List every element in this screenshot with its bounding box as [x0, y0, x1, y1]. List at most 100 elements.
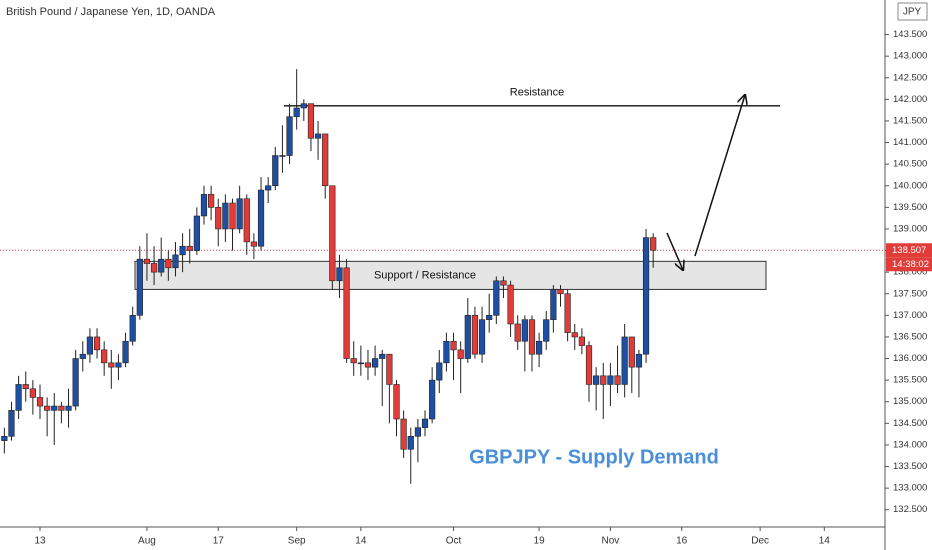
- candle-body: [521, 319, 528, 342]
- currency-box: [897, 2, 928, 21]
- y-tick-label: 134.000: [893, 439, 927, 450]
- arrow-up: [694, 95, 745, 257]
- candle-body: [500, 280, 507, 286]
- candle-body: [243, 198, 250, 243]
- candle-body: [22, 384, 29, 390]
- headline: GBPJPY - Supply Demand: [469, 446, 719, 468]
- candle-body: [179, 245, 186, 256]
- candle-body: [36, 397, 44, 407]
- candle-body: [8, 410, 15, 437]
- y-tick-label: 141.500: [893, 115, 927, 126]
- candle-body: [322, 133, 329, 187]
- candle-body: [44, 405, 51, 411]
- y-tick-label: 136.000: [893, 353, 927, 364]
- candle-body: [108, 362, 115, 368]
- y-tick-label: 143.500: [893, 29, 927, 40]
- candle-body: [186, 245, 193, 251]
- candle-body: [129, 315, 136, 342]
- candle-body: [535, 340, 543, 355]
- zone-box: [134, 260, 767, 290]
- candle-body: [279, 155, 286, 157]
- candle-body: [222, 202, 229, 230]
- y-tick-label: 140.000: [893, 180, 927, 191]
- y-tick-label: 141.000: [893, 137, 927, 148]
- candle-body: [286, 116, 293, 156]
- candle-body: [457, 349, 464, 359]
- candle-body: [314, 133, 322, 139]
- y-tick-label: 135.000: [893, 396, 927, 407]
- candle-body: [642, 237, 650, 355]
- x-tick-label: Dec: [751, 536, 769, 547]
- candle-body: [165, 258, 172, 269]
- y-tick-label: 139.500: [893, 202, 927, 213]
- candle-body: [429, 379, 436, 420]
- x-tick-label: 16: [676, 536, 688, 547]
- candle-body: [293, 107, 300, 117]
- y-tick-label: 140.500: [893, 159, 927, 170]
- y-tick-label: 134.500: [893, 418, 927, 429]
- candle-body: [528, 319, 536, 355]
- candle-body: [650, 237, 657, 251]
- candle-body: [136, 258, 143, 316]
- candle-body: [200, 194, 208, 217]
- x-tick-label: 14: [355, 536, 367, 547]
- candle-body: [578, 336, 585, 346]
- candle-body: [300, 103, 307, 109]
- y-tick-label: 143.000: [893, 51, 927, 62]
- candle-body: [350, 358, 357, 364]
- candle-body: [236, 198, 243, 230]
- candle-body: [122, 340, 129, 364]
- y-tick-label: 136.500: [893, 331, 927, 342]
- candle-body: [585, 345, 593, 385]
- candle-body: [65, 405, 72, 411]
- candle-body: [607, 375, 614, 385]
- candle-body: [72, 358, 79, 407]
- x-tick-label: Aug: [138, 536, 156, 547]
- candle-body: [571, 332, 578, 338]
- candle-body: [379, 353, 386, 359]
- last-price-tag: [886, 243, 932, 258]
- candle-body: [272, 155, 279, 187]
- candle-body: [343, 267, 350, 359]
- candle-body: [79, 353, 86, 359]
- candle-body: [557, 289, 564, 295]
- candle-body: [543, 319, 550, 342]
- candle-body: [158, 258, 165, 273]
- candle-body: [436, 362, 443, 381]
- x-tick-label: 13: [34, 536, 46, 547]
- candle-body: [464, 315, 471, 359]
- candle-body: [1, 435, 8, 441]
- candle-body: [15, 384, 22, 411]
- chart-title: British Pound / Japanese Yen, 1D, OANDA: [6, 6, 216, 18]
- y-tick-label: 142.000: [893, 94, 927, 105]
- candle-body: [93, 336, 101, 351]
- candle-body: [265, 185, 272, 191]
- candle-body: [150, 263, 158, 273]
- candle-body: [443, 340, 450, 364]
- y-tick-label: 133.000: [893, 483, 927, 494]
- candle-body: [400, 418, 407, 450]
- candle-body: [357, 362, 364, 365]
- x-tick-label: Nov: [602, 536, 620, 547]
- y-tick-label: 135.500: [893, 375, 927, 386]
- candle-body: [478, 319, 486, 355]
- x-tick-label: 14: [819, 536, 831, 547]
- candle-body: [250, 241, 258, 247]
- candle-body: [593, 375, 600, 385]
- y-tick-label: 142.500: [893, 72, 927, 83]
- countdown-tag: [886, 257, 932, 272]
- candle-body: [29, 388, 36, 398]
- candle-layer: [1, 69, 657, 484]
- y-tick-label: 137.500: [893, 288, 927, 299]
- candle-body: [614, 375, 621, 385]
- y-tick-label: 139.000: [893, 223, 927, 234]
- countdown-label: 14:38:02: [892, 259, 929, 270]
- y-tick-label: 133.500: [893, 461, 927, 472]
- candle-body: [86, 336, 94, 355]
- y-tick-label: 137.000: [893, 310, 927, 321]
- candle-body: [393, 384, 400, 420]
- zone-label: Support / Resistance: [374, 269, 476, 281]
- candle-body: [364, 362, 372, 368]
